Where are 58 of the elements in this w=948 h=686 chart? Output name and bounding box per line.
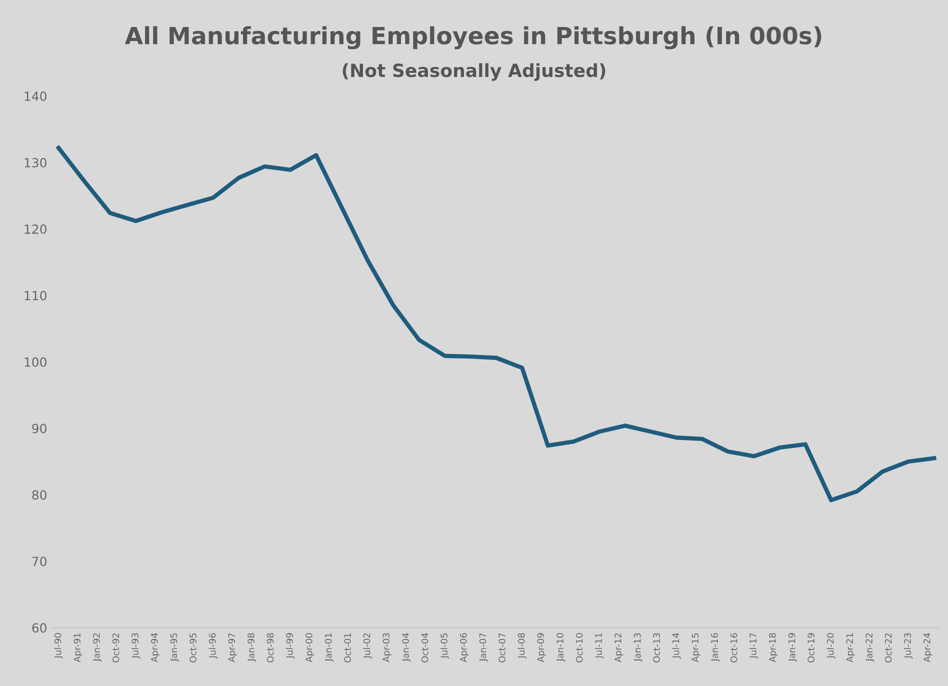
x-tick-label: Apr-00	[305, 633, 314, 662]
x-tick-label: Jan-07	[479, 633, 488, 662]
x-tick-label: Oct-04	[421, 633, 428, 662]
y-tick-label: 140	[24, 92, 46, 101]
y-tick-label: 130	[24, 158, 46, 168]
x-tick-label: Jul-96	[208, 633, 218, 659]
x-tick-label: Jan-92	[93, 633, 102, 662]
x-tick-label: Jan-95	[170, 633, 179, 662]
x-tick-label: Apr-21	[846, 633, 855, 662]
x-tick-label: Jan-04	[402, 633, 411, 662]
x-tick-label: Oct-19	[808, 633, 814, 662]
x-tick-label: Jul-08	[518, 633, 526, 659]
y-tick-label: 70	[32, 556, 46, 566]
x-tick-label: Apr-06	[460, 633, 469, 662]
x-tick-label: Apr-12	[614, 633, 624, 662]
x-tick-label: Apr-91	[74, 633, 82, 662]
x-tick-label: Oct-07	[498, 633, 506, 662]
x-tick-label: Jul-20	[826, 633, 836, 659]
x-tick-label: Jul-11	[594, 633, 604, 659]
y-tick-label: 120	[24, 224, 46, 234]
y-tick-label: 80	[32, 490, 46, 500]
x-tick-label: Jul-02	[363, 633, 372, 659]
x-tick-label: Oct-01	[344, 633, 351, 662]
x-tick-label: Apr-94	[150, 633, 160, 662]
x-tick-label: Oct-16	[730, 633, 738, 662]
x-tick-label: Apr-24	[924, 633, 932, 662]
x-tick-label: Jul-14	[672, 633, 681, 659]
x-tick-label: Jul-17	[750, 633, 758, 659]
x-tick-label: Jul-99	[286, 633, 295, 659]
x-tick-label: Apr-18	[768, 633, 778, 662]
x-tick-label: Jan-10	[556, 633, 566, 662]
x-tick-label: Jan-01	[324, 633, 334, 662]
x-tick-label: Jan-13	[634, 633, 642, 662]
x-tick-label: Jan-16	[711, 633, 720, 662]
y-tick-label: 110	[24, 290, 46, 300]
x-tick-label: Apr-15	[692, 633, 700, 662]
x-tick-label: Oct-92	[112, 633, 120, 662]
x-tick-label: Jul-93	[131, 633, 140, 659]
x-tick-label: Jan-19	[788, 633, 797, 662]
chart-title: All Manufacturing Employees in Pittsburgh (In 000s)	[124, 26, 822, 50]
x-tick-label: Oct-10	[576, 633, 583, 662]
x-tick-label: Apr-03	[382, 633, 392, 662]
x-tick-label: Jul-05	[440, 633, 450, 659]
x-tick-label: Oct-98	[266, 633, 274, 662]
y-tick-label: 100	[24, 357, 46, 367]
x-tick-label: Jan-98	[248, 633, 256, 662]
x-tick-label: Jul-23	[904, 633, 913, 659]
x-tick-label: Oct-13	[653, 633, 660, 662]
y-tick-label: 90	[32, 424, 46, 434]
line-series	[56, 146, 936, 502]
x-tick-label: Apr-97	[228, 633, 237, 662]
y-tick-label: 60	[32, 623, 46, 633]
x-tick-label: Jul-90	[54, 633, 63, 659]
x-tick-label: Oct-22	[884, 633, 892, 662]
x-tick-label: Jan-22	[866, 633, 874, 662]
x-tick-label: Apr-09	[537, 633, 546, 662]
x-tick-label: Oct-95	[190, 633, 196, 662]
chart-subtitle: (Not Seasonally Adjusted)	[342, 63, 606, 81]
